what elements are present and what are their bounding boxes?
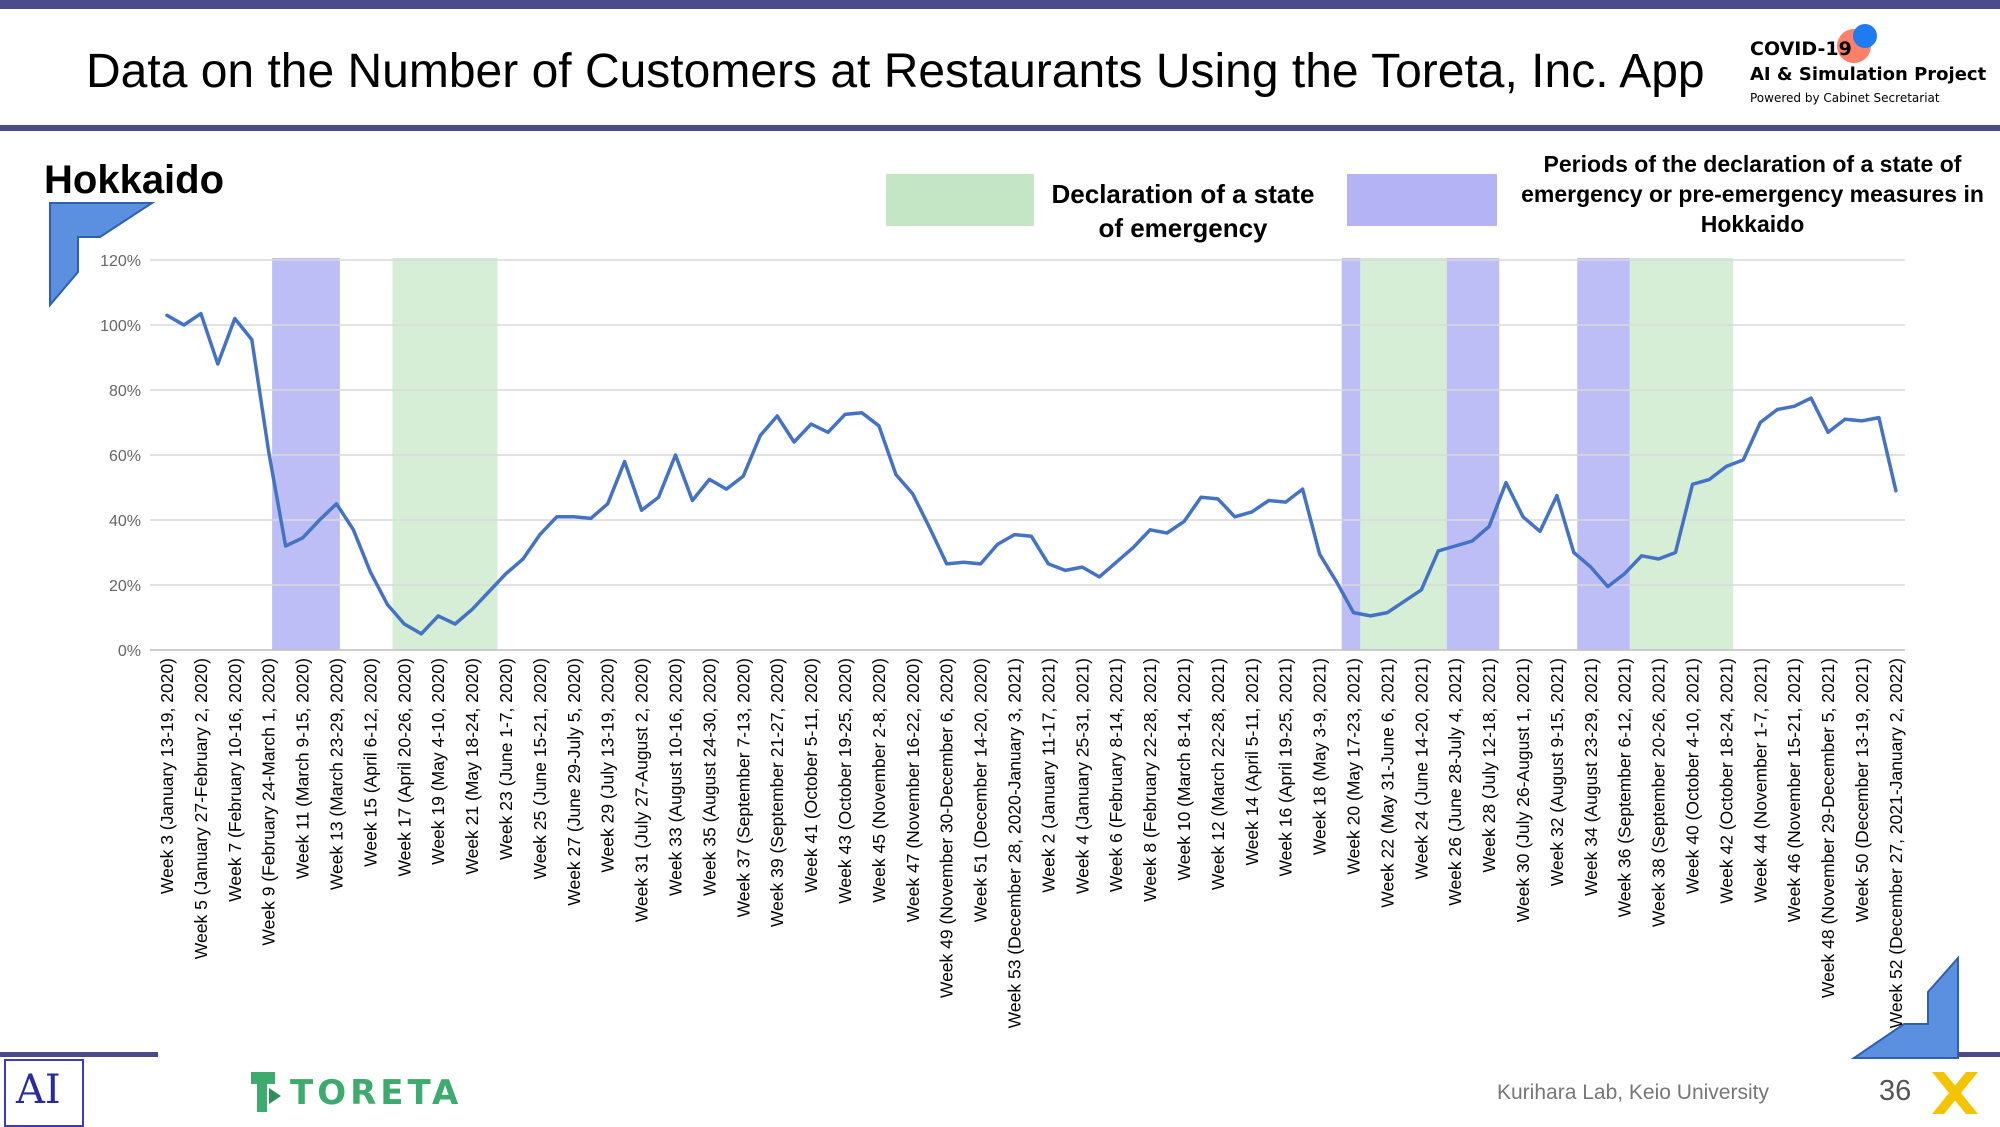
x-tick-label: Week 9 (February 24-March 1, 2020): [259, 658, 279, 946]
x-tick-label: Week 7 (February 10-16, 2020): [225, 658, 245, 902]
x-tick-label: Week 29 (July 13-19, 2020): [598, 658, 618, 873]
x-tick-label: Week 49 (November 30-December 6, 2020): [937, 658, 957, 998]
header-divider: [0, 125, 2000, 131]
shaded-period-emergency: [392, 258, 498, 650]
region-label: Hokkaido: [44, 158, 225, 202]
x-tick-label: Week 4 (January 25-31, 2021): [1072, 658, 1092, 894]
x-tick-label: Week 13 (March 23-29, 2020): [327, 658, 347, 890]
y-tick-label: 0%: [118, 643, 141, 660]
logo-line2: AI & Simulation Project: [1750, 64, 1987, 85]
x-tick-label: Week 16 (April 19-25, 2021): [1276, 658, 1296, 877]
x-tick-label: Week 50 (December 13-19, 2021): [1852, 658, 1872, 922]
x-tick-label: Week 39 (September 21-27, 2020): [767, 658, 787, 927]
logo-line3: Powered by Cabinet Secretariat: [1750, 91, 1940, 105]
x-tick-label: Week 15 (April 6-12, 2020): [360, 658, 380, 867]
x-tick-label: Week 20 (May 17-23, 2021): [1344, 658, 1364, 875]
footer-line-right: [1958, 1052, 2000, 1057]
x-logo-icon: [1932, 1072, 1978, 1114]
x-tick-label: Week 45 (November 2-8, 2020): [869, 658, 889, 903]
x-tick-label: Week 2 (January 11-17, 2021): [1038, 658, 1058, 893]
covid-project-logo: COVID-19 AI & Simulation Project Powered…: [1744, 24, 1987, 118]
top-bar: [0, 0, 2000, 9]
shaded-period-pre-emergency: [1341, 258, 1361, 650]
shaded-period-pre-emergency: [1446, 258, 1500, 650]
footer-line-left: [0, 1052, 158, 1057]
x-tick-label: Week 22 (May 31-June 6, 2021): [1377, 658, 1397, 908]
x-tick-label: Week 19 (May 4-10, 2020): [428, 658, 448, 865]
ai-lab-logo: AI: [4, 1059, 84, 1127]
logo-line1: COVID-19: [1750, 38, 1852, 60]
y-tick-label: 40%: [109, 513, 141, 530]
x-tick-label: Week 33 (August 10-16, 2020): [666, 658, 686, 896]
x-tick-label: Week 36 (September 6-12, 2021): [1615, 658, 1635, 917]
x-tick-label: Week 26 (June 28-July 4, 2021): [1445, 658, 1465, 906]
x-tick-label: Week 42 (October 18-24, 2021): [1716, 658, 1736, 904]
x-tick-label: Week 46 (November 15-21, 2021): [1784, 658, 1804, 922]
x-tick-label: Week 47 (November 16-22, 2020): [903, 658, 923, 922]
series-line: [165, 311, 1898, 636]
x-tick-label: Week 35 (August 24-30, 2020): [699, 658, 719, 896]
x-tick-label: Week 6 (February 8-14, 2021): [1106, 658, 1126, 892]
x-tick-label: Week 5 (January 27-February 2, 2020): [191, 658, 211, 959]
y-tick-label: 60%: [109, 448, 141, 465]
credit-text: Kurihara Lab, Keio University: [1497, 1081, 1769, 1104]
x-tick-label: Week 28 (July 12-18, 2021): [1479, 658, 1499, 873]
y-tick-label: 80%: [109, 383, 141, 400]
x-tick-label: Week 51 (December 14-20, 2020): [971, 658, 991, 922]
toreta-icon: [251, 1072, 281, 1112]
x-tick-label: Week 14 (April 5-11, 2021): [1242, 658, 1262, 866]
legend-swatch-pre-emergency: [1347, 174, 1497, 226]
x-tick-label: Week 23 (June 1-7, 2020): [496, 658, 516, 860]
y-tick-label: 100%: [100, 318, 141, 335]
shaded-period-pre-emergency: [1577, 258, 1630, 650]
x-tick-label: Week 37 (September 7-13, 2020): [733, 658, 753, 917]
x-tick-label: Week 17 (April 20-26, 2020): [394, 658, 414, 877]
y-tick-label: 120%: [100, 253, 141, 270]
x-tick-label: Week 38 (September 20-26, 2021): [1649, 658, 1669, 927]
x-tick-label: Week 52 (December 27, 2021-January 2, 20…: [1886, 658, 1906, 1028]
x-tick-label: Week 18 (May 3-9, 2021): [1310, 658, 1330, 855]
legend-label-emergency: Declaration of a state of emergency: [1051, 179, 1315, 243]
x-tick-label: Week 40 (October 4-10, 2021): [1683, 658, 1703, 894]
x-tick-label: Week 27 (June 29-July 5, 2020): [564, 658, 584, 906]
x-tick-label: Week 21 (May 18-24, 2020): [462, 658, 482, 875]
x-tick-label: Week 30 (July 26-August 1, 2021): [1513, 658, 1533, 922]
toreta-logo: TORETA: [245, 1068, 458, 1116]
x-tick-label: Week 41 (October 5-11, 2020): [801, 658, 821, 893]
x-tick-label: Week 32 (August 9-15, 2021): [1547, 658, 1567, 886]
logo-circle-blue: [1853, 24, 1877, 48]
corner-decoration-bottom-right: [1850, 955, 1959, 1059]
x-tick-label: Week 3 (January 13-19, 2020): [157, 658, 177, 894]
x-tick-label: Week 53 (December 28, 2020-January 3, 20…: [1005, 658, 1025, 1028]
x-tick-label: Week 48 (November 29-December 5, 2021): [1818, 658, 1838, 998]
page-number: 36: [1879, 1075, 1912, 1107]
shaded-period-pre-emergency: [272, 258, 340, 650]
y-tick-label: 20%: [109, 578, 141, 595]
corner-decoration-top-left: [49, 202, 156, 308]
x-tick-label: Week 43 (October 19-25, 2020): [835, 658, 855, 904]
legend-swatch-emergency: [886, 174, 1034, 226]
x-tick-label: Week 12 (March 22-28, 2021): [1208, 658, 1228, 890]
shaded-period-emergency: [1360, 258, 1447, 650]
x-tick-label: Week 11 (March 9-15, 2020): [293, 658, 313, 879]
x-tick-label: Week 10 (March 8-14, 2021): [1174, 658, 1194, 880]
x-tick-label: Week 25 (June 15-21, 2020): [530, 658, 550, 879]
x-tick-label: Week 31 (July 27-August 2, 2020): [632, 658, 652, 922]
x-tick-label: Week 44 (November 1-7, 2021): [1750, 658, 1770, 903]
x-tick-label: Week 34 (August 23-29, 2021): [1581, 658, 1601, 896]
shaded-period-emergency: [1629, 258, 1734, 650]
legend-label-pre-emergency: Periods of the declaration of a state of…: [1521, 151, 1984, 237]
toreta-wordmark: TORETA: [290, 1073, 463, 1113]
x-tick-label: Week 8 (February 22-28, 2021): [1140, 658, 1160, 902]
page-title: Data on the Number of Customers at Resta…: [86, 45, 1705, 98]
x-tick-label: Week 24 (June 14-20, 2021): [1411, 658, 1431, 879]
